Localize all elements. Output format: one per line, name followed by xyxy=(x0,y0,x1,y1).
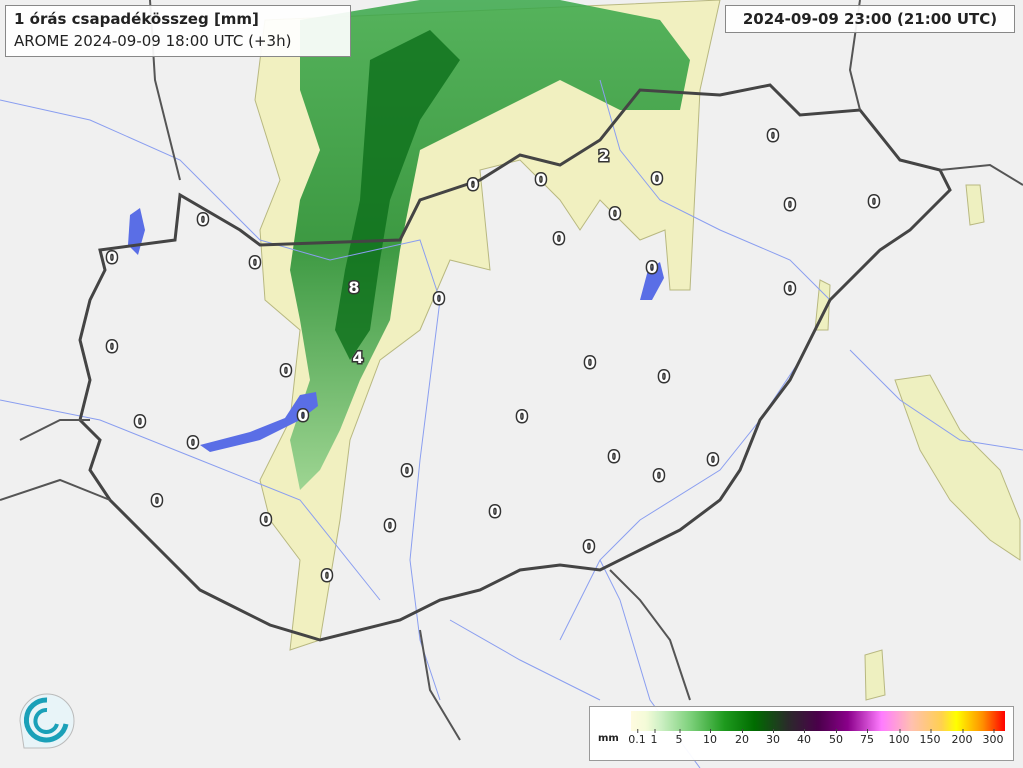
station-value: 0 xyxy=(433,289,444,308)
legend-tick: 30 xyxy=(766,729,780,746)
station-value: 0 xyxy=(151,491,162,510)
station-value: 0 xyxy=(516,407,527,426)
station-value: 0 xyxy=(401,461,412,480)
station-value: 0 xyxy=(249,253,260,272)
station-value: 0 xyxy=(767,126,778,145)
station-value: 0 xyxy=(651,169,662,188)
precip-area-light-small xyxy=(814,184,985,701)
lake-tisza xyxy=(640,262,664,300)
legend-tick: 1 xyxy=(650,729,658,746)
legend-tick: 50 xyxy=(829,729,843,746)
station-value: 0 xyxy=(584,353,595,372)
station-value: 0 xyxy=(784,279,795,298)
lake-balaton xyxy=(200,392,318,452)
station-value: 0 xyxy=(583,537,594,556)
station-value: 0 xyxy=(609,204,620,223)
station-value: 0 xyxy=(784,195,795,214)
legend-tick: 0.1 xyxy=(628,729,646,746)
legend-tick: 150 xyxy=(919,729,941,746)
station-value: 0 xyxy=(187,433,198,452)
station-value: 0 xyxy=(707,450,718,469)
legend-tick: 10 xyxy=(703,729,717,746)
station-value: 0 xyxy=(197,210,208,229)
station-value: 0 xyxy=(608,447,619,466)
station-value: 0 xyxy=(321,566,332,585)
title-box: 1 órás csapadékösszeg [mm] AROME 2024-09… xyxy=(5,5,351,57)
station-value: 0 xyxy=(653,466,664,485)
model-run: AROME 2024-09-09 18:00 UTC (+3h) xyxy=(14,32,292,50)
station-value: 0 xyxy=(280,361,291,380)
legend-tick: 20 xyxy=(735,729,749,746)
station-value: 0 xyxy=(106,248,117,267)
map-title: 1 órás csapadékösszeg [mm] xyxy=(14,10,259,28)
station-value: 8 xyxy=(348,278,359,297)
valid-time: 2024-09-09 23:00 (21:00 UTC) xyxy=(725,5,1015,33)
station-value: 4 xyxy=(352,348,363,367)
logo-icon xyxy=(19,693,75,749)
legend-tick: 100 xyxy=(888,729,910,746)
station-value: 0 xyxy=(106,337,117,356)
legend-tick: 200 xyxy=(951,729,973,746)
station-value: 0 xyxy=(646,258,657,277)
station-value: 0 xyxy=(535,170,546,189)
station-value: 0 xyxy=(868,192,879,211)
station-value: 0 xyxy=(553,229,564,248)
station-value: 0 xyxy=(489,502,500,521)
station-value: 0 xyxy=(384,516,395,535)
rivers xyxy=(0,79,1023,768)
legend-unit: mm xyxy=(598,733,619,744)
station-value: 0 xyxy=(297,406,308,425)
station-labels: 0 2 0 0 0 0 0 0 0 0 0 0 0 8 0 0 0 4 0 0 0 0 0 0 0 0 0 0 0 0 0 0 0 0 0 xyxy=(105,125,881,587)
station-value: 0 xyxy=(467,175,478,194)
legend-colorbar xyxy=(631,711,1005,731)
precip-area-light-east xyxy=(894,374,1021,561)
station-value: 2 xyxy=(598,146,609,165)
station-value: 0 xyxy=(260,510,271,529)
legend-tick: 75 xyxy=(860,729,874,746)
legend-tick: 40 xyxy=(797,729,811,746)
color-legend: mm 0.1 1 5 10 20 30 40 50 75 100 150 200 300 xyxy=(589,706,1014,761)
hungary-border xyxy=(78,83,952,642)
legend-tick: 5 xyxy=(675,729,683,746)
station-value: 0 xyxy=(658,367,669,386)
legend-tick: 300 xyxy=(982,729,1004,746)
precip-area-heavy xyxy=(335,30,460,360)
station-value: 0 xyxy=(134,412,145,431)
